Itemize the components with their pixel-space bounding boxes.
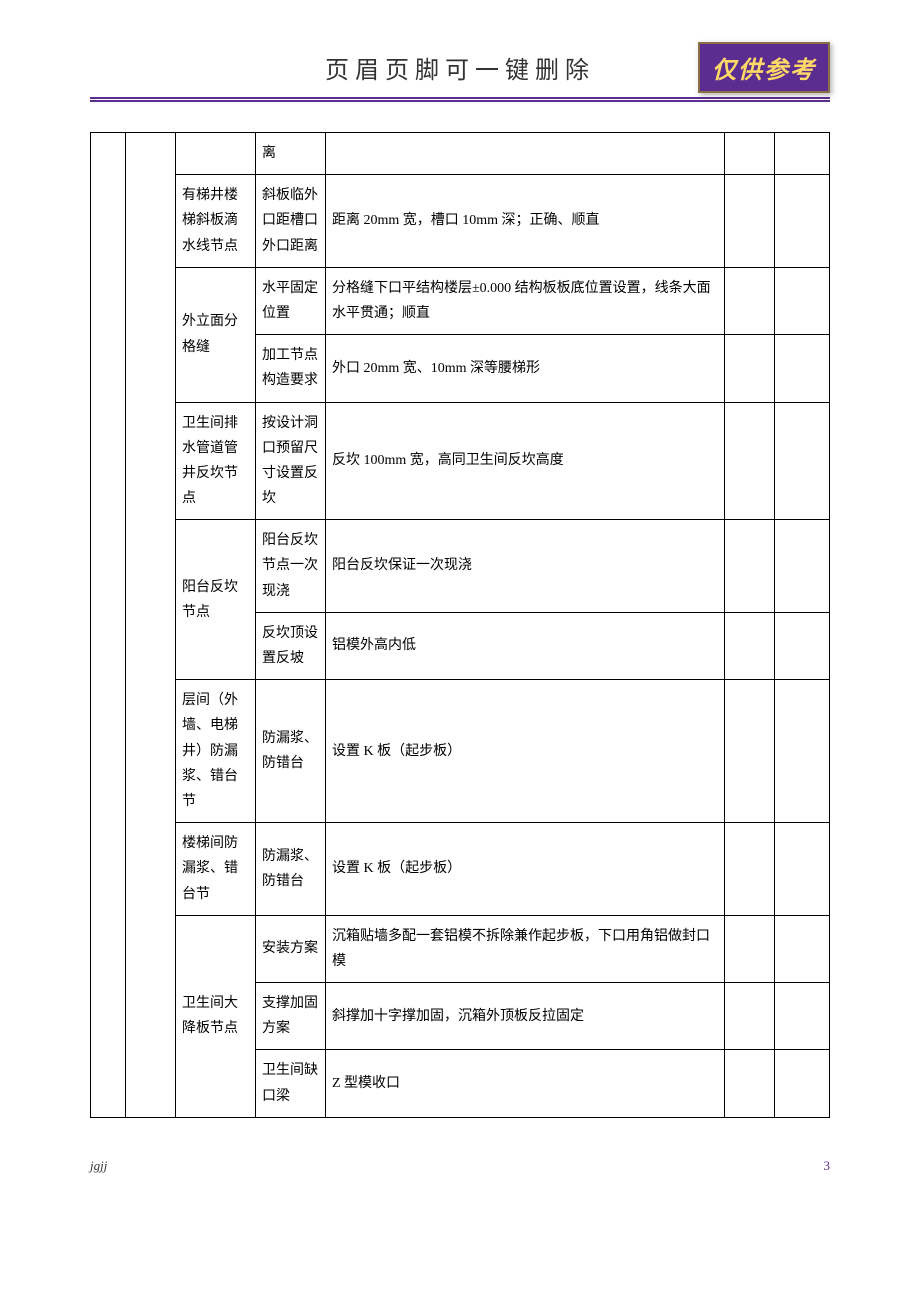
- content-table: 离有梯井楼梯斜板滴水线节点斜板临外口距槽口外口距离距离 20mm 宽，槽口 10…: [90, 132, 830, 1118]
- cell-col7: [775, 175, 830, 268]
- table-row: 有梯井楼梯斜板滴水线节点斜板临外口距槽口外口距离距离 20mm 宽，槽口 10m…: [91, 175, 830, 268]
- cell-col6: [725, 983, 775, 1050]
- cell-col5: 铝模外高内低: [326, 612, 725, 679]
- footer-right: 3: [824, 1158, 831, 1174]
- page-footer: jgjj 3: [90, 1158, 830, 1174]
- cell-col7: [775, 1050, 830, 1117]
- cell-col6: [725, 680, 775, 823]
- cell-col5: 斜撑加十字撑加固，沉箱外顶板反拉固定: [326, 983, 725, 1050]
- cell-col7: [775, 983, 830, 1050]
- cell-col7: [775, 612, 830, 679]
- cell-col7: [775, 335, 830, 402]
- cell-col5: [326, 133, 725, 175]
- cell-col3: 外立面分格缝: [176, 267, 256, 402]
- cell-col4: 反坎顶设置反坡: [256, 612, 326, 679]
- cell-col4: 卫生间缺口梁: [256, 1050, 326, 1117]
- table-row: 离: [91, 133, 830, 175]
- cell-col6: [725, 520, 775, 613]
- cell-col7: [775, 133, 830, 175]
- table-row: 卫生间大降板节点安装方案沉箱贴墙多配一套铝模不拆除兼作起步板，下口用角铝做封口模: [91, 915, 830, 982]
- cell-col4: 加工节点构造要求: [256, 335, 326, 402]
- cell-col5: 分格缝下口平结构楼层±0.000 结构板板底位置设置，线条大面水平贯通；顺直: [326, 267, 725, 334]
- cell-col7: [775, 680, 830, 823]
- cell-col6: [725, 402, 775, 520]
- header-divider: [90, 97, 830, 102]
- cell-col4: 按设计洞口预留尺寸设置反坎: [256, 402, 326, 520]
- cell-col2: [126, 133, 176, 1118]
- cell-col6: [725, 267, 775, 334]
- cell-col5: 外口 20mm 宽、10mm 深等腰梯形: [326, 335, 725, 402]
- cell-col4: 安装方案: [256, 915, 326, 982]
- cell-col3: 阳台反坎节点: [176, 520, 256, 680]
- cell-col5: 反坎 100mm 宽，高同卫生间反坎高度: [326, 402, 725, 520]
- cell-col1: [91, 133, 126, 1118]
- cell-col7: [775, 915, 830, 982]
- table-row: 外立面分格缝水平固定位置分格缝下口平结构楼层±0.000 结构板板底位置设置，线…: [91, 267, 830, 334]
- cell-col4: 防漏浆、防错台: [256, 823, 326, 916]
- cell-col6: [725, 915, 775, 982]
- cell-col5: 沉箱贴墙多配一套铝模不拆除兼作起步板，下口用角铝做封口模: [326, 915, 725, 982]
- cell-col5: 设置 K 板（起步板）: [326, 823, 725, 916]
- cell-col3: 卫生间排水管道管井反坎节点: [176, 402, 256, 520]
- cell-col6: [725, 335, 775, 402]
- cell-col7: [775, 823, 830, 916]
- cell-col6: [725, 175, 775, 268]
- cell-col4: 阳台反坎节点一次现浇: [256, 520, 326, 613]
- cell-col4: 支撑加固方案: [256, 983, 326, 1050]
- table-row: 阳台反坎节点阳台反坎节点一次现浇阳台反坎保证一次现浇: [91, 520, 830, 613]
- cell-col3: 层间（外墙、电梯井）防漏浆、错台节: [176, 680, 256, 823]
- cell-col7: [775, 267, 830, 334]
- table-row: 楼梯间防漏浆、错台节防漏浆、防错台设置 K 板（起步板）: [91, 823, 830, 916]
- header-title: 页眉页脚可一键删除: [325, 50, 595, 85]
- cell-col5: 阳台反坎保证一次现浇: [326, 520, 725, 613]
- cell-col4: 离: [256, 133, 326, 175]
- cell-col7: [775, 402, 830, 520]
- cell-col7: [775, 520, 830, 613]
- cell-col4: 防漏浆、防错台: [256, 680, 326, 823]
- cell-col5: 距离 20mm 宽，槽口 10mm 深；正确、顺直: [326, 175, 725, 268]
- cell-col4: 斜板临外口距槽口外口距离: [256, 175, 326, 268]
- cell-col6: [725, 1050, 775, 1117]
- reference-badge: 仅供参考: [698, 42, 830, 93]
- footer-left: jgjj: [90, 1158, 107, 1174]
- cell-col6: [725, 133, 775, 175]
- page-header: 页眉页脚可一键删除 仅供参考: [90, 50, 830, 85]
- cell-col3: 卫生间大降板节点: [176, 915, 256, 1117]
- cell-col3: [176, 133, 256, 175]
- cell-col3: 楼梯间防漏浆、错台节: [176, 823, 256, 916]
- cell-col5: Z 型模收口: [326, 1050, 725, 1117]
- cell-col6: [725, 612, 775, 679]
- cell-col3: 有梯井楼梯斜板滴水线节点: [176, 175, 256, 268]
- cell-col4: 水平固定位置: [256, 267, 326, 334]
- table-row: 层间（外墙、电梯井）防漏浆、错台节防漏浆、防错台设置 K 板（起步板）: [91, 680, 830, 823]
- table-row: 卫生间排水管道管井反坎节点按设计洞口预留尺寸设置反坎反坎 100mm 宽，高同卫…: [91, 402, 830, 520]
- cell-col5: 设置 K 板（起步板）: [326, 680, 725, 823]
- cell-col6: [725, 823, 775, 916]
